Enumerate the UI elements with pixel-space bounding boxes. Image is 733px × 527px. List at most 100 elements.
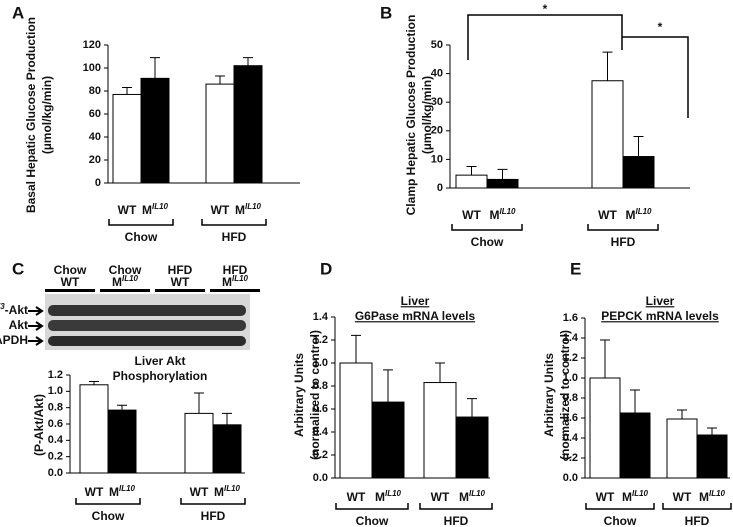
x-tick-label: MIL10 [459, 489, 486, 505]
bar [486, 178, 519, 189]
y-tick-label: 0 [437, 182, 443, 194]
error-bar [222, 412, 232, 425]
text-part: IL10 [122, 274, 139, 283]
y-tick-label: 0.4 [563, 432, 579, 444]
x-tick-label: MIL10 [375, 489, 402, 505]
y-tick-label: 20 [431, 125, 443, 137]
group-bracket [451, 224, 523, 231]
group-bracket [108, 219, 174, 226]
group-label: Chow [356, 514, 389, 527]
y-tick-label: 0.6 [313, 403, 328, 415]
bar [619, 412, 651, 479]
bar [184, 412, 214, 474]
x-tick-label: MIL10 [699, 489, 726, 505]
error-bar [677, 409, 687, 419]
x-tick-label: MIL10 [235, 202, 262, 218]
bar [107, 409, 137, 474]
y-tick-label: 100 [83, 62, 101, 74]
group-label: HFD [444, 514, 469, 527]
chart-title: Liver [401, 294, 430, 308]
x-tick-label: MIL10 [142, 202, 169, 218]
bar [233, 65, 263, 184]
x-tick-label: MIL10 [214, 484, 241, 500]
group-bracket [419, 503, 493, 510]
text-part: GAPDH [0, 333, 28, 347]
x-tick-label: WT [598, 208, 617, 222]
group-bracket [587, 224, 659, 231]
bar [622, 156, 655, 189]
text-part: M [214, 485, 224, 499]
text-part: WT [171, 275, 190, 289]
panel-letter: A [12, 3, 24, 22]
group-label: HFD [222, 230, 247, 244]
x-tick-label: WT [462, 208, 481, 222]
error-bar [243, 57, 253, 66]
blot-lane-bar [45, 289, 95, 292]
group-label: Chow [604, 514, 637, 527]
y-tick-label: 0 [95, 177, 101, 189]
y-tick-label: 40 [431, 68, 443, 80]
group-bracket [201, 219, 267, 226]
text-part: WT [118, 203, 137, 217]
y-tick-label: 0.4 [313, 426, 329, 438]
text-part: M [699, 490, 709, 504]
bar [455, 174, 488, 189]
bar [696, 434, 728, 479]
group-label: Chow [125, 230, 158, 244]
text-part: M [142, 203, 152, 217]
y-tick-label: 0.0 [563, 472, 578, 484]
group-bracket [662, 503, 732, 510]
text-part: M [625, 208, 635, 222]
bar [79, 384, 109, 474]
text-part: WT [462, 208, 481, 222]
significance-bracket [467, 14, 623, 60]
x-tick-label: MIL10 [109, 484, 136, 500]
bar [455, 416, 489, 479]
text-part: IL10 [709, 489, 726, 498]
panel-letter: C [12, 259, 24, 278]
text-part: WT [431, 490, 450, 504]
error-bar [89, 381, 99, 385]
text-part: Akt [9, 318, 28, 332]
error-bar [707, 427, 717, 435]
bar [140, 77, 170, 184]
blot-row-label: GAPDH [0, 333, 28, 347]
error-bar [435, 362, 445, 383]
error-bar [630, 389, 640, 413]
error-bar [600, 339, 610, 378]
blot-lane-label: HFD [223, 263, 248, 277]
x-tick-label: WT [211, 203, 230, 217]
chart-title: Phosphorylation [113, 369, 208, 383]
group-bracket [585, 503, 655, 510]
text-part: IL10 [245, 202, 262, 211]
y-tick-label: 0.8 [313, 380, 328, 392]
text-part: WT [673, 490, 692, 504]
text-part: IL10 [635, 207, 652, 216]
group-bracket [335, 503, 409, 510]
bar [591, 80, 624, 189]
text-part: M [235, 203, 245, 217]
y-tick-label: 120 [83, 39, 101, 51]
text-part: 473 [0, 302, 5, 311]
x-tick-label: MIL10 [489, 207, 516, 223]
x-tick-label: WT [673, 490, 692, 504]
y-tick-label: 0.0 [313, 472, 328, 484]
error-bar [383, 369, 393, 403]
bar [205, 83, 235, 184]
y-tick-label: 60 [89, 108, 101, 120]
bar [423, 382, 457, 479]
text-part: IL10 [632, 489, 649, 498]
text-part: WT [190, 485, 209, 499]
y-axis-label: Arbitrary Units [292, 353, 306, 437]
error-bar [351, 334, 361, 363]
bar [589, 377, 621, 479]
y-tick-label: 0.0 [48, 467, 63, 479]
y-tick-label: 1.0 [48, 385, 63, 397]
error-bar [467, 398, 477, 418]
x-tick-label: WT [85, 485, 104, 499]
blot-lane-bar [210, 289, 260, 292]
y-tick-label: 30 [431, 96, 443, 108]
bar [339, 362, 373, 479]
text-part: -Akt [5, 303, 28, 317]
